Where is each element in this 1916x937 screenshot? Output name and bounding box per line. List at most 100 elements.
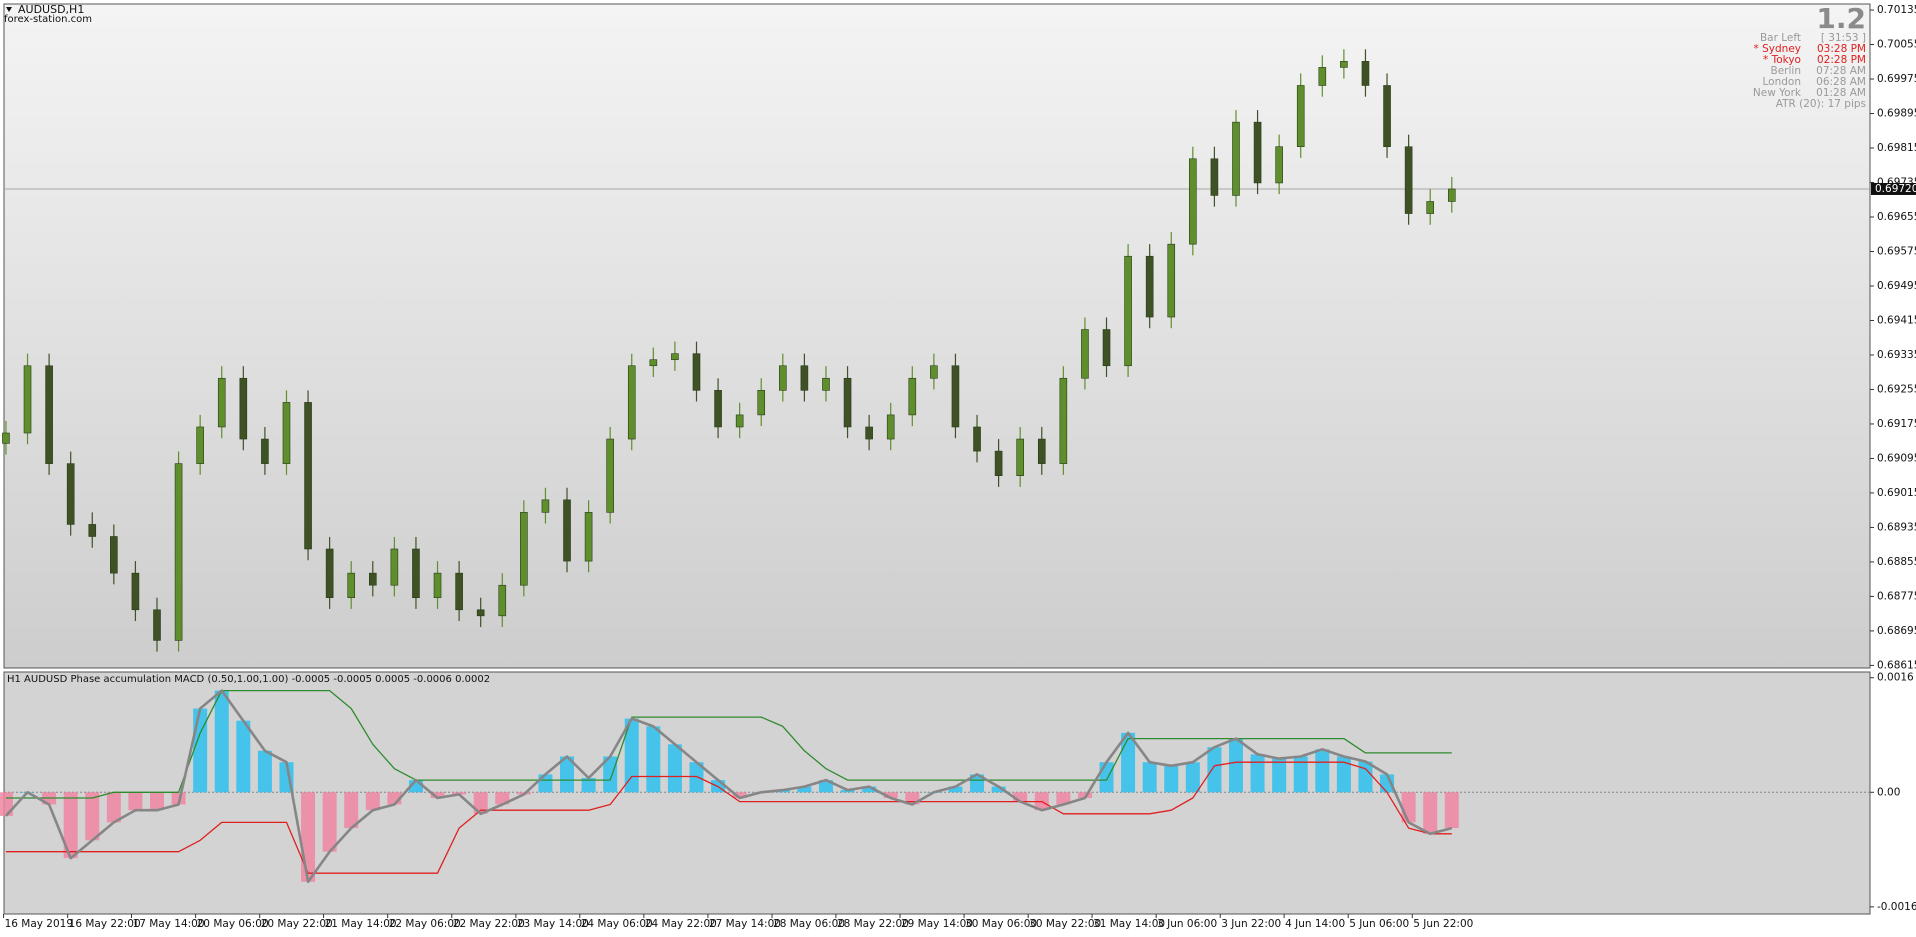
atr-label: ATR (20): 17 pips (1776, 98, 1866, 110)
candle-body (217, 377, 226, 428)
candle-body (455, 572, 463, 611)
candle-body (45, 365, 53, 464)
macd-line (4, 689, 1453, 884)
candle-body (1447, 188, 1456, 202)
x-tick-label: 24 May 22:00 (645, 918, 717, 930)
histogram-bar (1185, 762, 1200, 793)
menu-arrow[interactable] (6, 7, 12, 12)
candle-body (779, 365, 787, 391)
x-tick-label: 28 May 22:00 (837, 918, 909, 930)
candle-body (412, 548, 420, 599)
candle-body (1340, 61, 1348, 68)
y-tick-label: -0.0016 (1877, 901, 1916, 913)
candle-body (692, 353, 701, 391)
candle-body (174, 463, 183, 641)
candle-body (66, 463, 75, 525)
x-tick-label: 28 May 06:00 (773, 918, 845, 930)
y-tick-label: 0.69655 (1877, 211, 1916, 223)
info-value: 02:28 PM (1817, 54, 1866, 66)
histogram-bar (171, 792, 186, 805)
histogram-bar (150, 792, 165, 811)
candle-body (886, 414, 895, 440)
current-price-label: 0.69720 (1875, 183, 1916, 195)
candle-body (1210, 158, 1219, 196)
candle-body (865, 426, 873, 440)
info-label: * Sydney (1754, 43, 1801, 55)
candle-body (800, 365, 809, 391)
candle-body (541, 499, 550, 513)
histogram-bar (473, 792, 488, 814)
candle-body (757, 390, 766, 416)
x-tick-label: 20 May 06:00 (197, 918, 269, 930)
x-tick-label: 21 May 14:00 (325, 918, 397, 930)
candle-body (347, 572, 356, 599)
histogram-bar (1056, 792, 1071, 805)
histogram-bar (560, 756, 575, 793)
y-tick-label: 0.70135 (1877, 4, 1916, 16)
x-tick-label: 23 May 14:00 (517, 918, 589, 930)
candle-body (930, 365, 938, 379)
x-tick-label: 16 May 2019 (5, 918, 73, 930)
spread: 1.2 (1816, 2, 1866, 35)
indicator-panel (3, 671, 1871, 915)
candle-body (994, 450, 1003, 476)
candle-body (153, 609, 161, 641)
candle-body (498, 584, 507, 617)
y-tick-label: 0.69095 (1877, 452, 1916, 464)
candle-body (23, 365, 32, 434)
histogram-bar (1358, 761, 1373, 793)
histogram-bar (128, 792, 143, 811)
x-tick-label: 22 May 06:00 (389, 918, 461, 930)
histogram-bar (1207, 747, 1222, 793)
x-tick-label: 17 May 14:00 (133, 918, 205, 930)
x-tick-label: 20 May 22:00 (261, 918, 333, 930)
histogram-bar (1401, 792, 1416, 823)
histogram-bar (1444, 792, 1459, 829)
info-value: 07:28 AM (1816, 65, 1866, 77)
candle-body (1383, 85, 1391, 148)
histogram-bar (236, 720, 251, 793)
histogram-bar (991, 786, 1006, 793)
candle-body (627, 365, 636, 440)
x-tick-label: 31 May 14:00 (1093, 918, 1165, 930)
candle-body (433, 572, 442, 599)
y-tick-label: 0.69815 (1877, 142, 1916, 154)
x-tick-label: 16 May 22:00 (69, 918, 141, 930)
candle-body (390, 548, 399, 586)
info-label: Bar Left (1760, 32, 1801, 44)
candle-body (1426, 201, 1435, 214)
candle-body (304, 402, 312, 550)
indicator-title: H1 AUDUSD Phase accumulation MACD (0.50,… (7, 674, 490, 685)
histogram-bar (0, 792, 13, 816)
histogram-bar (1250, 754, 1265, 793)
histogram-bar (1336, 756, 1351, 793)
y-tick-label: 0.0016 (1877, 672, 1914, 684)
y-tick-label: 0.69415 (1877, 314, 1916, 326)
histogram-bar (883, 792, 898, 799)
histogram-bar (862, 786, 877, 793)
histogram-bar (301, 792, 316, 882)
candle-body (1361, 61, 1370, 86)
candle-body (1016, 438, 1024, 476)
candle-body (951, 365, 960, 428)
y-tick-label: 0.68775 (1877, 590, 1916, 602)
candle-body (325, 548, 334, 599)
candle-body (131, 572, 140, 611)
histogram-bar (646, 726, 661, 793)
candle-body (843, 377, 852, 428)
y-tick-label: 0.70055 (1877, 39, 1916, 51)
y-tick-label: 0.69335 (1877, 349, 1916, 361)
candle-body (110, 536, 118, 574)
histogram-bar (365, 792, 380, 811)
x-tick-label: 3 Jun 06:00 (1157, 918, 1217, 930)
candle-body (735, 414, 744, 428)
candle-body (822, 377, 830, 391)
info-label: Berlin (1771, 65, 1801, 77)
current-price-box (1871, 182, 1916, 195)
info-value: 06:28 AM (1816, 76, 1866, 88)
histogram-bar (689, 762, 704, 793)
histogram-bar (495, 792, 510, 805)
candle-body (1059, 377, 1068, 464)
y-tick-label: 0.69895 (1877, 108, 1916, 120)
